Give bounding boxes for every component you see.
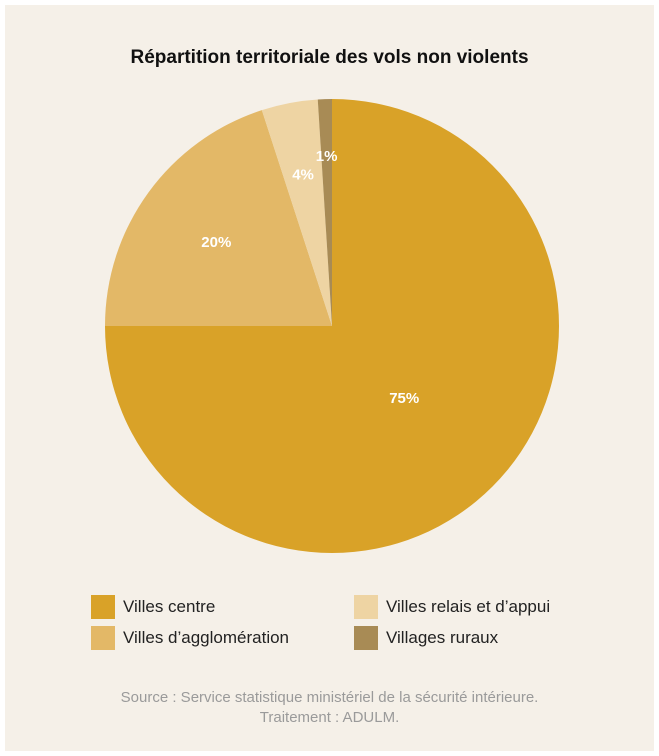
legend-label: Villages ruraux <box>386 628 499 647</box>
legend-item-villes-relais: Villes relais et d’appui <box>354 595 550 619</box>
pie-chart: 75% 20% 4%1% <box>105 99 559 553</box>
source-line: Traitement : ADULM. <box>259 709 400 726</box>
slice-label: 20% <box>201 234 231 251</box>
pie-slice <box>105 110 332 326</box>
legend-label: Villes d’agglomération <box>123 628 290 647</box>
pie-slice <box>317 99 332 326</box>
legend-item-villages-ruraux: Villages ruraux <box>354 626 498 650</box>
legend-swatch <box>91 595 115 619</box>
legend-item-villes-centre: Villes centre <box>91 595 215 619</box>
legend-swatch <box>91 626 115 650</box>
legend: Villes centre Villes relais et d’appui V… <box>5 590 654 660</box>
slice-label: 4% <box>292 166 314 183</box>
chart-title: Répartition territoriale des vols non vi… <box>130 47 529 68</box>
slice-label: 1% <box>316 148 338 165</box>
legend-swatch <box>354 626 378 650</box>
source-note: Source : Service statistique ministériel… <box>5 688 654 728</box>
pie-slice <box>261 99 332 326</box>
legend-item-villes-agglomeration: Villes d’agglomération <box>91 626 289 650</box>
legend-label: Villes centre <box>123 597 216 616</box>
chart-card: Répartition territoriale des vols non vi… <box>5 5 654 751</box>
legend-swatch <box>354 595 378 619</box>
source-line: Source : Service statistique ministériel… <box>120 689 539 706</box>
slice-label: 75% <box>389 390 419 407</box>
legend-label: Villes relais et d’appui <box>386 597 551 616</box>
